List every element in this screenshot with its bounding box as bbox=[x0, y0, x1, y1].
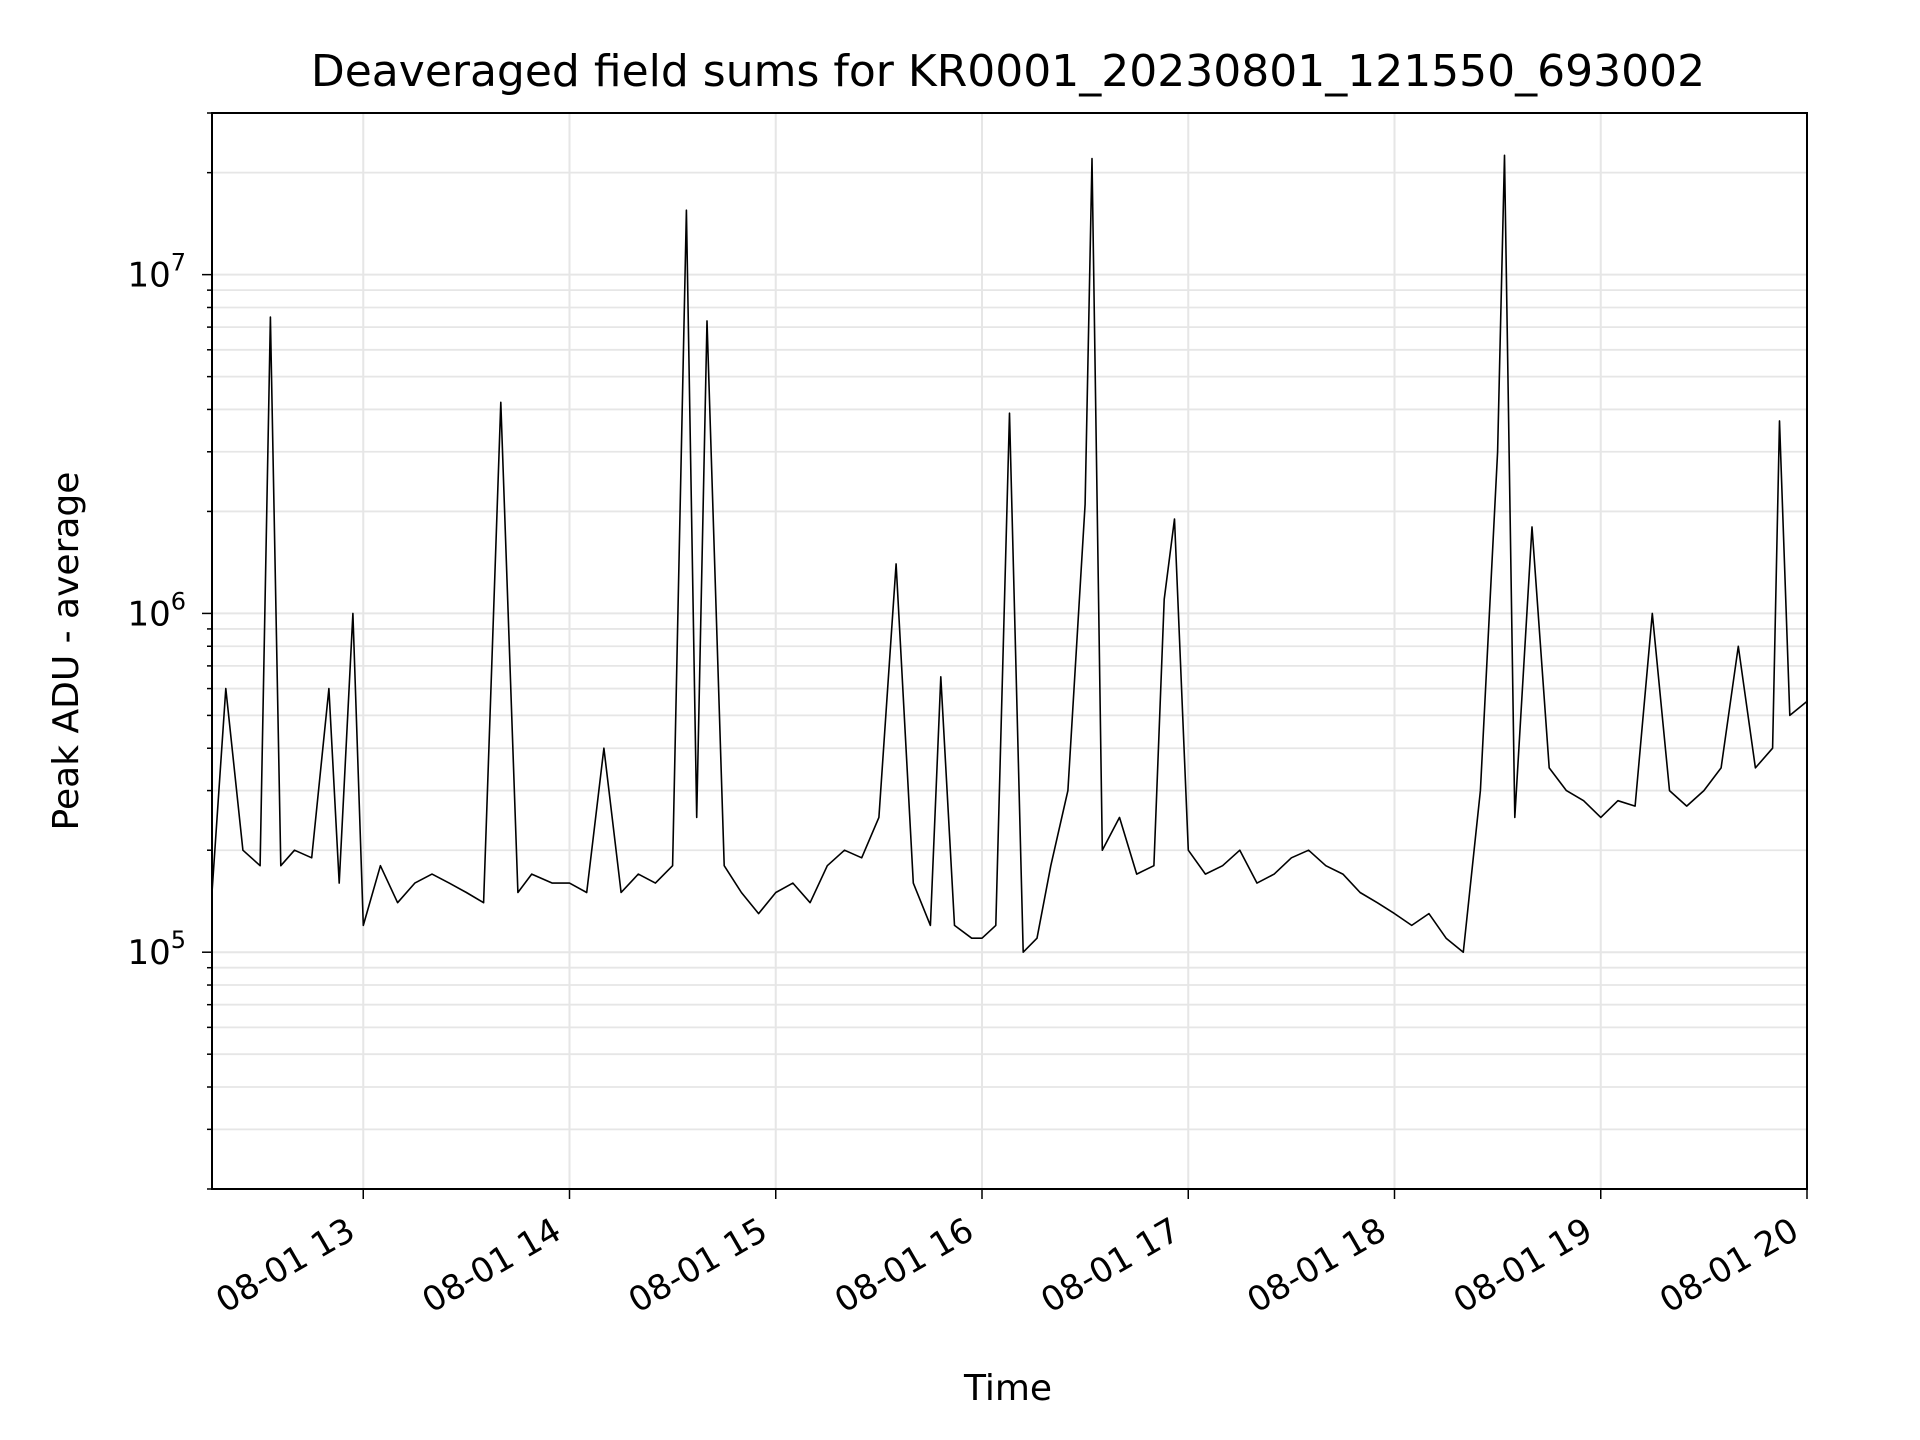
series-group bbox=[211, 154, 1808, 953]
data-series-line bbox=[211, 154, 1808, 953]
plot-frame bbox=[211, 112, 1808, 1190]
y-tick-label: 106 bbox=[127, 587, 186, 634]
y-axis: 105 106 107 bbox=[127, 112, 212, 1190]
grid bbox=[212, 112, 1808, 1190]
y-tick-label: 107 bbox=[127, 249, 186, 296]
chart-title: Deaveraged field sums for KR0001_2023080… bbox=[311, 46, 1705, 97]
y-axis-label: Peak ADU - average bbox=[46, 472, 87, 831]
x-axis-label: Time bbox=[963, 1368, 1052, 1409]
y-tick-label: 105 bbox=[127, 926, 186, 973]
